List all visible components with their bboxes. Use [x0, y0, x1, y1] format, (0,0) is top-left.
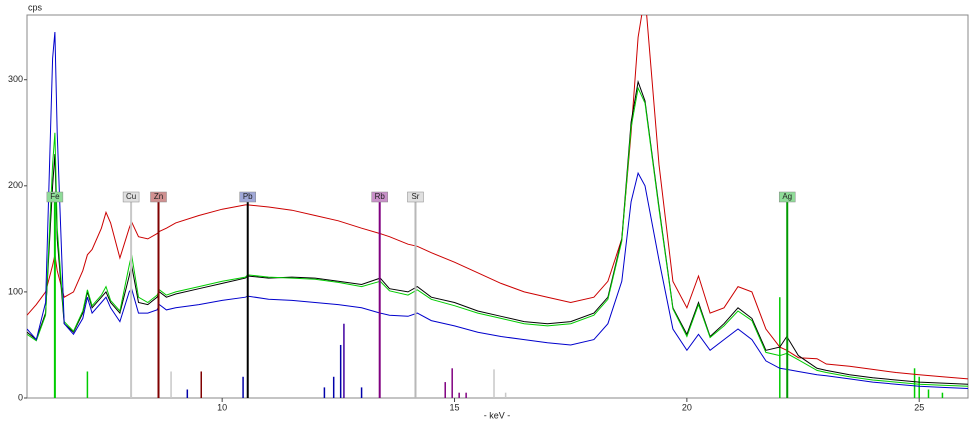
element-label-box — [150, 191, 167, 203]
x-tick-label: 20 — [682, 402, 692, 412]
element-label-box — [778, 191, 796, 203]
element-label: Ag — [782, 192, 792, 201]
element-label: Cu — [126, 192, 136, 201]
element-label: Zn — [154, 192, 163, 201]
x-axis-label: - keV - — [484, 410, 511, 420]
element-label-box — [239, 191, 256, 203]
spectrum-line — [27, 79, 968, 385]
element-label-box — [46, 191, 64, 203]
element-label-box — [407, 191, 424, 203]
y-tick-label: 100 — [8, 286, 23, 296]
x-tick-label: 25 — [914, 402, 924, 412]
plot-content — [27, 15, 968, 398]
y-axis-label: cps — [28, 2, 43, 12]
plot-area — [26, 14, 969, 399]
spectrum-line — [27, 31, 968, 389]
element-label: Rb — [375, 192, 386, 201]
element-label: Fe — [50, 192, 60, 201]
spectrum-line — [27, 86, 968, 387]
spectrum-line — [27, 15, 968, 380]
element-label: Sr — [411, 192, 419, 201]
element-label-box — [371, 191, 388, 203]
element-label-box — [122, 191, 140, 203]
y-tick-label: 300 — [8, 74, 23, 84]
x-tick-label: 15 — [450, 402, 460, 412]
y-tick-label: 0 — [18, 392, 23, 402]
element-label: Pb — [243, 192, 253, 201]
x-tick-label: 10 — [217, 402, 227, 412]
y-tick-label: 200 — [8, 180, 23, 190]
